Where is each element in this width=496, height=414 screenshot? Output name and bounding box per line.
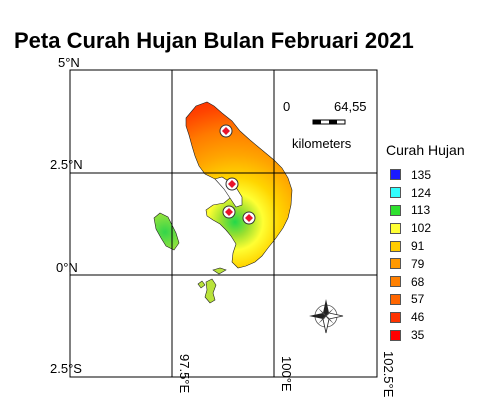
rain-station-icon xyxy=(219,124,233,138)
legend-item: 57 xyxy=(386,291,465,309)
legend-swatch xyxy=(390,293,401,305)
legend-label: 57 xyxy=(411,292,425,307)
legend-item: 113 xyxy=(386,202,465,220)
legend-label: 35 xyxy=(411,328,425,343)
scale-bar xyxy=(312,119,346,125)
lat-label-2-5n: 2.5°N xyxy=(50,157,83,172)
legend-label: 102 xyxy=(411,221,432,236)
rain-station-icon xyxy=(222,205,236,219)
legend-swatch xyxy=(390,311,401,323)
legend-label: 91 xyxy=(411,239,425,254)
legend-label: 79 xyxy=(411,256,425,271)
scale-unit-label: kilometers xyxy=(292,136,352,151)
legend-item: 79 xyxy=(386,255,465,273)
rain-station-icon xyxy=(242,211,256,225)
scale-zero-label: 0 xyxy=(283,99,291,114)
legend-item: 91 xyxy=(386,237,465,255)
scale-distance-label: 64,55 xyxy=(334,99,367,114)
legend-label: 68 xyxy=(411,274,425,289)
lat-label-2-5s: 2.5°S xyxy=(50,361,82,376)
legend-item: 102 xyxy=(386,219,465,237)
legend-swatch xyxy=(390,187,401,199)
legend-label: 46 xyxy=(411,310,425,325)
legend-swatch xyxy=(390,222,401,234)
legend: Curah Hujan 135 124 113 102 91 79 68 57 46 35 xyxy=(386,142,465,344)
batu-islands xyxy=(197,267,227,304)
lat-label-5n: 5°N xyxy=(58,55,80,70)
legend-item: 124 xyxy=(386,184,465,202)
legend-label: 124 xyxy=(411,185,432,200)
legend-label: 135 xyxy=(411,167,432,182)
legend-swatch xyxy=(390,204,401,216)
map-frame xyxy=(69,69,378,378)
legend-swatch xyxy=(390,329,401,341)
legend-item: 46 xyxy=(386,308,465,326)
legend-item: 135 xyxy=(386,166,465,184)
legend-swatch xyxy=(390,258,401,270)
map-title: Peta Curah Hujan Bulan Februari 2021 xyxy=(14,28,414,53)
lat-label-0n: 0°N xyxy=(56,260,78,275)
legend-swatch xyxy=(390,169,401,181)
mainland-province xyxy=(185,101,293,269)
lake-toba xyxy=(214,176,243,208)
graticule xyxy=(70,70,377,377)
legend-items: 135 124 113 102 91 79 68 57 46 35 xyxy=(386,166,465,344)
rain-station-icon xyxy=(225,177,239,191)
compass-rose-icon xyxy=(309,299,344,334)
legend-title: Curah Hujan xyxy=(386,142,465,158)
legend-label: 113 xyxy=(411,203,431,218)
nias-island xyxy=(153,212,180,251)
legend-item: 68 xyxy=(386,273,465,291)
legend-swatch xyxy=(390,276,401,288)
legend-item: 35 xyxy=(386,326,465,344)
legend-swatch xyxy=(390,240,401,252)
